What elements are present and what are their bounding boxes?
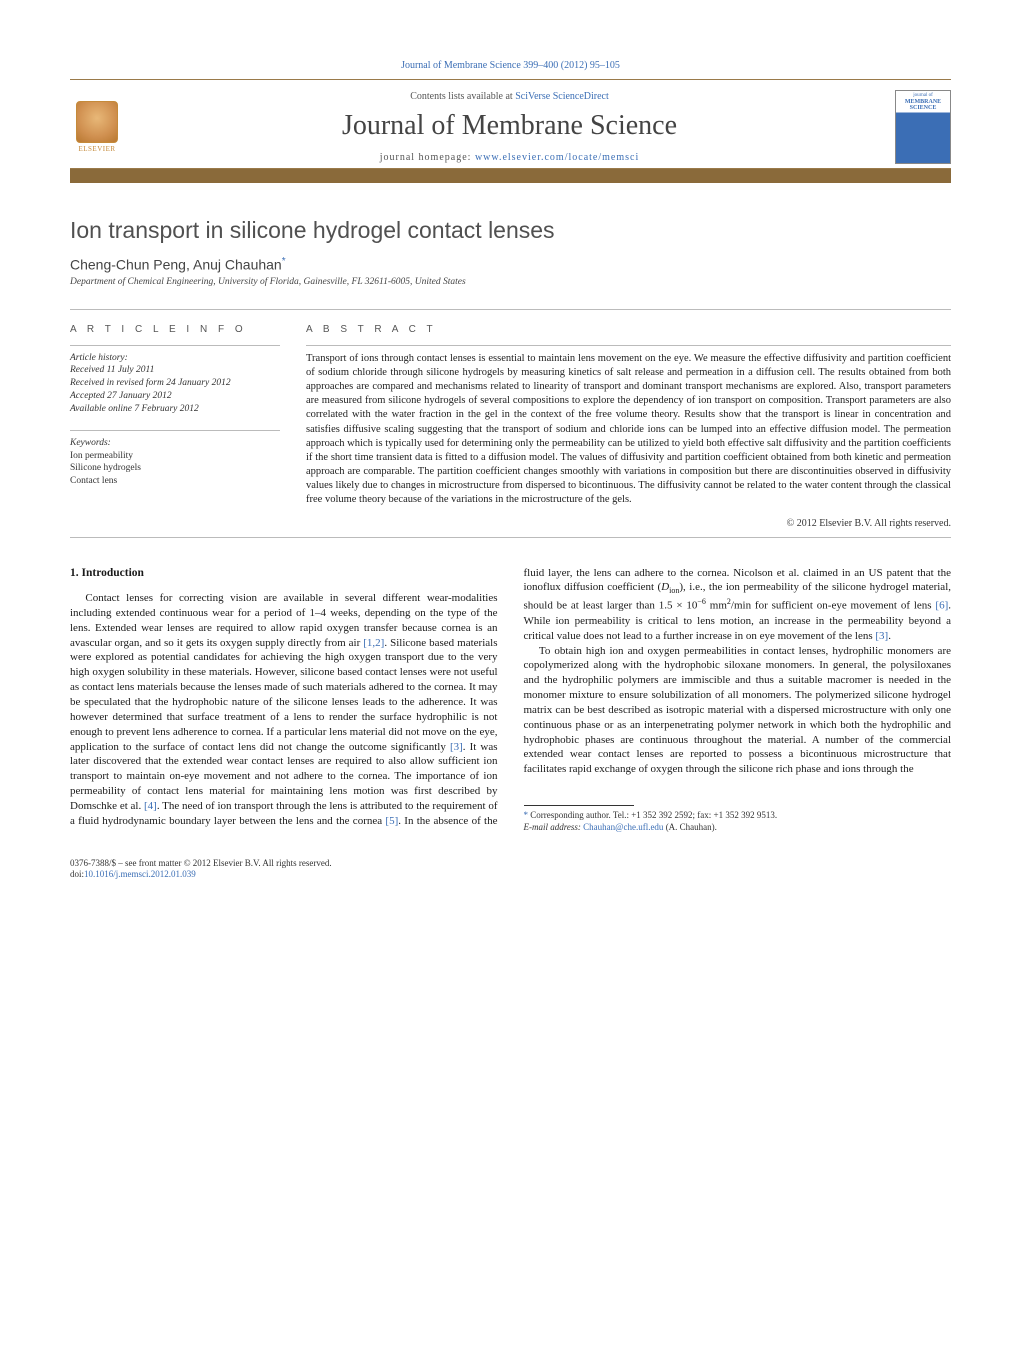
ref-link[interactable]: [6] [935, 600, 948, 612]
author-list: Cheng-Chun Peng, Anuj Chauhan* [70, 256, 951, 273]
history-revised: Received in revised form 24 January 2012 [70, 377, 280, 390]
running-citation: Journal of Membrane Science 399–400 (201… [70, 60, 951, 71]
keyword-item: Contact lens [70, 475, 280, 488]
journal-header: ELSEVIER Contents lists available at Sci… [70, 80, 951, 168]
elsevier-tree-icon [76, 101, 118, 143]
keyword-item: Ion permeability [70, 450, 280, 463]
sciencedirect-link[interactable]: SciVerse ScienceDirect [515, 91, 609, 102]
email-author-name: (A. Chauhan). [663, 822, 717, 832]
math-subscript-ion: ion [669, 587, 679, 596]
article-title: Ion transport in silicone hydrogel conta… [70, 217, 951, 244]
meta-bottom-rule [70, 537, 951, 538]
history-label: Article history: [70, 352, 280, 365]
contents-available-line: Contents lists available at SciVerse Sci… [124, 91, 895, 102]
doi-prefix: doi: [70, 869, 84, 879]
keyword-item: Silicone hydrogels [70, 462, 280, 475]
section-1-heading: 1. Introduction [70, 566, 498, 582]
page-footer-meta: 0376-7388/$ – see front matter © 2012 El… [70, 858, 951, 881]
homepage-line: journal homepage: www.elsevier.com/locat… [124, 152, 895, 163]
ref-link[interactable]: [4] [144, 800, 157, 812]
ref-link[interactable]: [1,2] [363, 637, 384, 649]
math-symbol-D: D [661, 581, 669, 593]
text-run: . [888, 630, 891, 642]
contents-prefix: Contents lists available at [410, 91, 515, 102]
publisher-name: ELSEVIER [78, 145, 115, 153]
journal-cover-thumbnail: journal of MEMBRANE SCIENCE [895, 90, 951, 164]
article-info-heading: A R T I C L E I N F O [70, 324, 280, 335]
ref-link[interactable]: [3] [450, 741, 463, 753]
text-run: mm [706, 600, 727, 612]
abstract-copyright: © 2012 Elsevier B.V. All rights reserved… [306, 518, 951, 529]
journal-name: Journal of Membrane Science [124, 110, 895, 142]
publisher-logo: ELSEVIER [70, 97, 124, 157]
ref-link[interactable]: [3] [875, 630, 888, 642]
keywords-label: Keywords: [70, 437, 280, 450]
history-received: Received 11 July 2011 [70, 364, 280, 377]
homepage-link[interactable]: www.elsevier.com/locate/memsci [475, 152, 639, 163]
accent-bar [70, 169, 951, 183]
homepage-prefix: journal homepage: [380, 152, 475, 163]
ref-link[interactable]: [5] [385, 815, 398, 827]
cover-main-title: MEMBRANE SCIENCE [898, 99, 948, 111]
affiliation: Department of Chemical Engineering, Univ… [70, 277, 951, 287]
history-online: Available online 7 February 2012 [70, 403, 280, 416]
abstract-heading: A B S T R A C T [306, 324, 951, 335]
text-run: . Silicone based materials were explored… [70, 637, 498, 753]
cover-small-title: journal of [898, 93, 948, 98]
footnote-asterisk: * [524, 810, 529, 820]
issn-line: 0376-7388/$ – see front matter © 2012 El… [70, 858, 951, 870]
history-accepted: Accepted 27 January 2012 [70, 390, 280, 403]
corresponding-email-link[interactable]: Chauhan@che.ufl.edu [583, 822, 663, 832]
article-body: 1. Introduction Contact lenses for corre… [70, 566, 951, 834]
math-exponent: −6 [697, 597, 706, 606]
authors-text: Cheng-Chun Peng, Anuj Chauhan [70, 257, 282, 273]
abstract-text: Transport of ions through contact lenses… [306, 345, 951, 508]
article-history: Article history: Received 11 July 2011 R… [70, 345, 280, 416]
footnote-corr-text: Corresponding author. Tel.: +1 352 392 2… [530, 810, 777, 820]
corresponding-marker: * [282, 256, 286, 267]
intro-paragraph-2: To obtain high ion and oxygen permeabili… [524, 644, 952, 778]
doi-link[interactable]: 10.1016/j.memsci.2012.01.039 [84, 869, 196, 879]
keywords-block: Keywords: Ion permeability Silicone hydr… [70, 430, 280, 488]
corresponding-footnote: * Corresponding author. Tel.: +1 352 392… [524, 810, 952, 833]
email-label: E-mail address: [524, 822, 581, 832]
footnote-rule [524, 805, 634, 806]
text-run: /min for sufficient on-eye movement of l… [731, 600, 936, 612]
